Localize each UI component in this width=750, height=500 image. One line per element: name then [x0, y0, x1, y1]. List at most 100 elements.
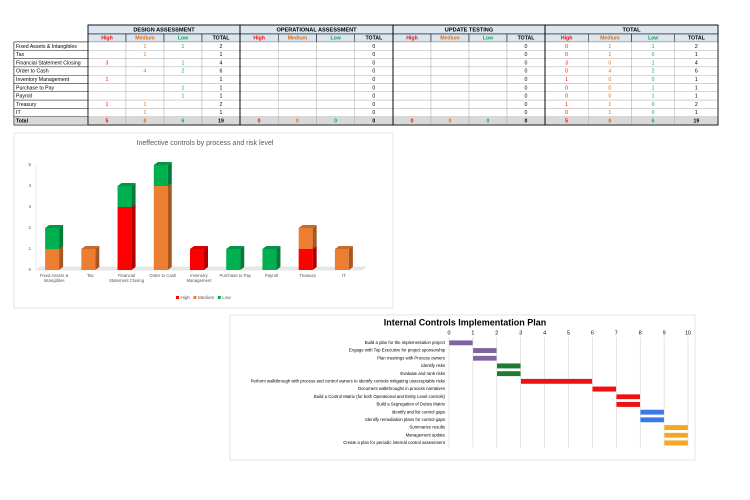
task-label: Document walkthroughs in process narrati… [358, 386, 445, 391]
cell [239, 99, 279, 109]
cell [316, 50, 355, 59]
row-label: Financial Statement Closing [16, 60, 81, 66]
row-label-cell [13, 50, 89, 59]
cell [239, 50, 279, 59]
cell-value: 0 [608, 85, 611, 91]
cell-value: 3 [106, 60, 109, 66]
row-label: Order to Cash [16, 69, 49, 75]
cell-value: 1 [106, 102, 109, 108]
x-tick-label: 2 [495, 330, 498, 336]
group-header: DESIGN ASSESSMENT [133, 27, 195, 33]
legend-swatch [193, 296, 197, 299]
cell [278, 41, 317, 51]
cell-value: 0 [411, 119, 414, 125]
cell-value: 0 [652, 102, 655, 108]
cell-value: 0 [487, 119, 490, 125]
x-tick-label-box: Treasury [299, 273, 316, 278]
cell-value: 1 [182, 94, 185, 100]
cell-value: 1 [565, 77, 568, 83]
bar [117, 207, 132, 270]
cell [392, 50, 432, 59]
cell-value: 4 [144, 69, 147, 75]
cell [316, 41, 355, 51]
cell-value: 1 [695, 94, 698, 100]
bar-side [59, 225, 64, 249]
cell [392, 91, 432, 101]
cell-value: 1 [182, 60, 185, 66]
cell [316, 99, 355, 109]
x-tick-label-box: Order to Cash [149, 273, 176, 278]
cell-value: 19 [218, 119, 224, 125]
cell [430, 74, 470, 84]
cell-value: 0 [372, 52, 375, 58]
subheader: Low [178, 36, 189, 42]
cell-value: 1 [220, 77, 223, 83]
cell [392, 41, 432, 51]
legend-swatch [217, 296, 221, 299]
task-label: Summarize results [409, 425, 445, 430]
cell [430, 99, 470, 109]
cell-value: 1 [608, 44, 611, 50]
bar-side [167, 162, 172, 186]
x-tick-label: 10 [685, 330, 691, 336]
cell [87, 50, 127, 59]
cell-value: 1 [608, 52, 611, 58]
task-bar [592, 386, 617, 392]
cell [125, 83, 165, 93]
cell-value: 2 [182, 69, 185, 75]
cell [392, 74, 432, 84]
subheader: Low [648, 36, 659, 42]
x-tick-label: 0 [448, 330, 451, 336]
cell [430, 58, 470, 68]
cell [239, 74, 279, 84]
cell [125, 74, 165, 84]
subheader: High [406, 36, 418, 42]
bar [45, 249, 60, 270]
task-label: Identify and list control gaps [392, 409, 445, 414]
x-tick-label-box: Financial Statement Closing [109, 273, 144, 283]
cell-value: 0 [372, 94, 375, 100]
x-tick-label-box: Purchase to Pay [219, 273, 251, 278]
bar-top [117, 183, 136, 186]
y-tick-label: 3 [28, 204, 31, 209]
cell-value: 1 [144, 44, 147, 50]
cell-value: 0 [449, 119, 452, 125]
group-header: TOTAL [622, 27, 641, 33]
cell [278, 66, 317, 76]
cell [468, 66, 508, 76]
cell-value: 2 [652, 69, 655, 75]
cell-value: 1 [182, 44, 185, 50]
cell [392, 99, 432, 109]
task-label: Management update [406, 432, 446, 437]
cell-value: 1 [144, 110, 147, 116]
bar-side [59, 246, 64, 270]
cell-value: 1 [220, 52, 223, 58]
bar-side [348, 246, 353, 270]
task-label: Identify risks [421, 363, 445, 368]
cell-value: 0 [652, 110, 655, 116]
x-tick-label: 6 [591, 330, 594, 336]
cell-value: 1 [695, 110, 698, 116]
cell-value: 1 [220, 110, 223, 116]
cell [239, 41, 279, 51]
cell-value: 1 [144, 102, 147, 108]
x-tick-label: IT [341, 273, 346, 278]
cell [239, 83, 279, 93]
cell [430, 41, 470, 51]
bar-top [45, 225, 64, 228]
task-label: Build a plan for the implementation proj… [365, 340, 446, 345]
bar-top [262, 246, 281, 249]
cell-value: 0 [372, 69, 375, 75]
cell-value: 1 [106, 77, 109, 83]
cell [430, 50, 470, 59]
task-bar [520, 378, 593, 385]
bar [153, 186, 168, 270]
cell-value: 0 [525, 44, 528, 50]
y-tick-label: 5 [28, 162, 31, 167]
task-label: Build a Control Matrix (for both Operati… [314, 394, 446, 399]
task-bar [616, 393, 641, 400]
cell [468, 74, 508, 84]
cell [316, 108, 355, 117]
row-label: Purchase to Pay [16, 85, 54, 91]
cell-value: 1 [608, 110, 611, 116]
